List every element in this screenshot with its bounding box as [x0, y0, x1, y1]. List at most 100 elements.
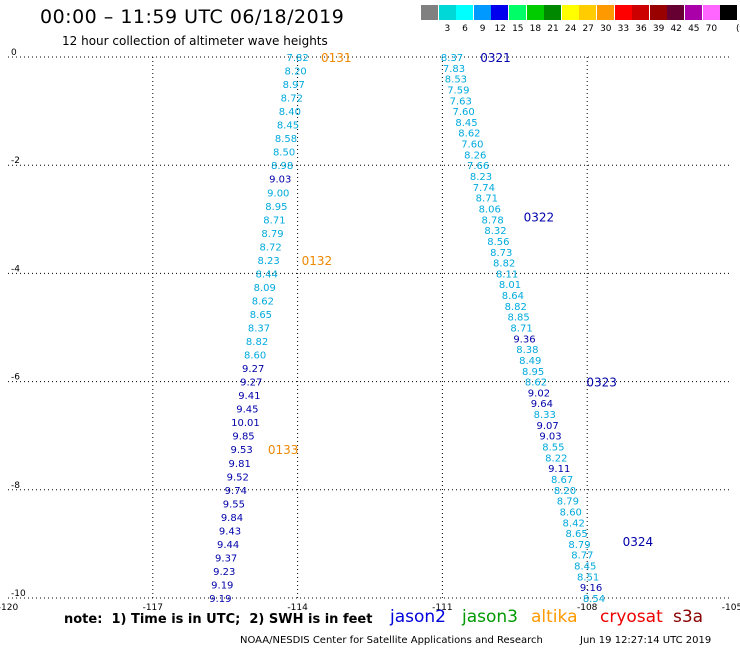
wave-height-value: 9.16 — [580, 583, 602, 594]
generated-timestamp: Jun 19 12:27:14 UTC 2019 — [580, 635, 712, 646]
wave-height-value: 8.71 — [476, 194, 498, 205]
legend-label: 27 — [582, 24, 594, 34]
wave-height-value: 9.07 — [536, 421, 558, 432]
wave-height-value: 8.23 — [470, 172, 492, 183]
wave-height-value: 9.23 — [213, 567, 235, 578]
wave-height-value: 8.62 — [252, 296, 274, 307]
legend-label: 42 — [670, 24, 682, 34]
wave-height-value: 8.82 — [493, 259, 515, 270]
wave-height-value: 8.49 — [519, 356, 541, 367]
wave-height-value: 9.53 — [230, 445, 252, 456]
wave-height-value: 8.44 — [256, 269, 278, 280]
wave-height-value: 7.60 — [461, 140, 483, 151]
legend-label: 9 — [479, 24, 486, 34]
wave-height-value: 8.65 — [565, 529, 587, 540]
wave-height-value: 8.32 — [484, 226, 506, 237]
wave-height-value: 8.37 — [248, 324, 270, 335]
track-time-label: 0321 — [480, 51, 511, 65]
x-tick-label: -117 — [143, 603, 163, 613]
legend-swatch — [561, 5, 579, 20]
wave-height-value: 8.54 — [583, 594, 605, 605]
wave-height-value: 8.78 — [481, 215, 503, 226]
legend-swatch — [473, 5, 491, 20]
satellite-cryosat-label: cryosat — [600, 607, 663, 627]
wave-height-value: 9.81 — [229, 459, 251, 470]
wave-height-value: 8.45 — [574, 562, 596, 573]
wave-height-value: 8.60 — [560, 507, 582, 518]
wave-height-value: 8.20 — [554, 486, 576, 497]
wave-height-value: 8.06 — [479, 204, 501, 215]
wave-height-value: 9.03 — [269, 175, 291, 186]
wave-height-value: 8.71 — [510, 324, 532, 335]
legend-swatch — [649, 5, 667, 20]
wave-height-value: 10.01 — [231, 418, 260, 429]
wave-height-value: 7.82 — [286, 53, 308, 64]
chart-title: 00:00 – 11:59 UTC 06/18/2019 — [40, 6, 345, 28]
wave-height-value: 7.74 — [473, 183, 495, 194]
wave-height-value: 8.77 — [571, 551, 593, 562]
legend-swatch — [597, 5, 614, 20]
wave-height-value: 9.00 — [267, 188, 289, 199]
wave-height-value: 8.72 — [259, 242, 281, 253]
legend-swatch — [614, 5, 632, 20]
legend-label: 30 — [600, 24, 612, 34]
legend-label: 18 — [529, 24, 542, 34]
wave-height-value: 8.11 — [496, 269, 518, 280]
legend-label: 24 — [564, 24, 577, 34]
legend-label: 33 — [617, 24, 630, 34]
wave-height-value: 8.95 — [522, 367, 544, 378]
legend-label: 6 — [462, 24, 468, 34]
wave-height-value: 8.42 — [563, 518, 585, 529]
y-tick-label: -2 — [11, 156, 20, 166]
satellite-s3a-label: s3a — [673, 607, 704, 627]
wave-height-value: 8.79 — [557, 497, 579, 508]
wave-height-value: 7.60 — [453, 107, 475, 118]
wave-height-value: 8.23 — [258, 256, 280, 267]
wave-height-value: 8.82 — [246, 337, 268, 348]
track-time-label: 0322 — [524, 211, 555, 225]
wave-height-value: 8.38 — [516, 345, 538, 356]
wave-height-value: 9.64 — [531, 399, 553, 410]
wave-height-value: 8.22 — [545, 453, 567, 464]
legend-swatch — [720, 5, 738, 20]
wave-height-value: 8.79 — [568, 540, 590, 551]
legend-label: 12 — [494, 24, 506, 34]
wave-height-value: 8.60 — [244, 351, 266, 362]
wave-height-value: 9.19 — [209, 594, 231, 605]
wave-height-value: 8.82 — [505, 302, 527, 313]
wave-height-value: 9.27 — [242, 364, 264, 375]
satellite-jason2-label: jason2 — [390, 607, 446, 627]
legend-label: 21 — [547, 24, 559, 34]
legend-swatch — [632, 5, 650, 20]
wave-height-value: 9.44 — [217, 540, 239, 551]
wave-height-value: 9.11 — [548, 464, 570, 475]
wave-height-value: 8.62 — [458, 129, 480, 140]
wave-height-value: 8.26 — [464, 150, 486, 161]
wave-height-value: 8.20 — [285, 67, 307, 78]
wave-height-value: 7.83 — [443, 64, 465, 75]
satellite-jason3-label: jason3 — [462, 607, 518, 627]
wave-height-value: 8.67 — [551, 475, 573, 486]
wave-height-value: 7.63 — [450, 96, 472, 107]
wave-height-value: 8.50 — [273, 148, 295, 159]
track-time-label: 0323 — [586, 376, 617, 390]
wave-height-value: 8.01 — [499, 280, 521, 291]
wave-height-value: 8.55 — [542, 443, 564, 454]
wave-height-value: 9.37 — [215, 553, 237, 564]
legend-swatch — [544, 5, 562, 20]
track-time-label: 0324 — [623, 535, 654, 549]
legend-swatch — [509, 5, 526, 20]
wave-height-value: 9.45 — [236, 405, 258, 416]
wave-height-value: 8.71 — [263, 215, 285, 226]
wave-height-value: 7.59 — [447, 85, 469, 96]
satellite-altika-label: altika — [531, 607, 578, 627]
legend-label: 3 — [444, 24, 451, 34]
wave-height-value: 9.41 — [238, 391, 260, 402]
wave-height-value: 9.43 — [219, 526, 241, 537]
legend-swatch — [526, 5, 544, 20]
wave-height-value: 8.37 — [441, 53, 463, 64]
wave-height-value: 8.62 — [525, 378, 547, 389]
legend-label: 36 — [635, 24, 647, 34]
wave-height-value: 8.45 — [277, 121, 299, 132]
